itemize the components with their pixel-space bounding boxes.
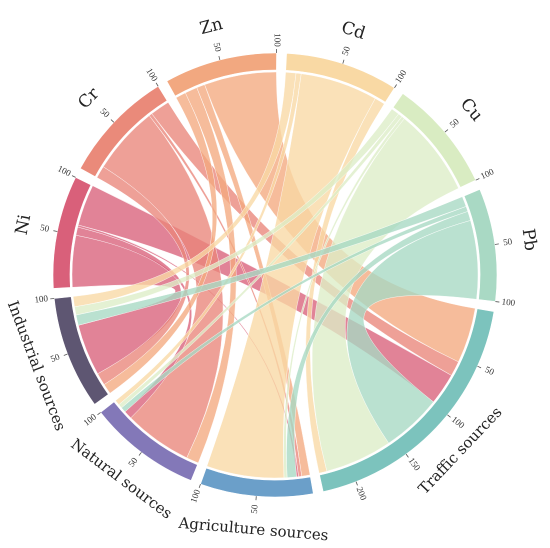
segment-cd bbox=[285, 52, 395, 103]
ribbon-zn-to-natural-sources bbox=[185, 87, 237, 464]
ribbon-layer bbox=[71, 71, 479, 479]
tick-label: 150 bbox=[406, 456, 422, 473]
segment-label-cd: Cd bbox=[339, 18, 368, 44]
tick-label: 100 bbox=[81, 411, 98, 428]
tick-label: 50 bbox=[249, 504, 260, 514]
segment-label-cu: Cu bbox=[456, 94, 487, 125]
segment-label-pb: Pb bbox=[518, 227, 541, 252]
ribbon-zn-to-industrial-sources bbox=[103, 92, 218, 394]
tick-mark bbox=[63, 353, 68, 356]
tick-mark bbox=[110, 119, 115, 123]
tick-label: 50 bbox=[483, 364, 496, 377]
segment-cu bbox=[392, 93, 477, 188]
tick-label: 100 bbox=[393, 68, 409, 85]
tick-mark bbox=[138, 452, 142, 456]
tick-mark bbox=[97, 412, 101, 416]
tick-label: 100 bbox=[501, 296, 516, 308]
tick-label: 100 bbox=[450, 414, 467, 431]
tick-label: 50 bbox=[126, 455, 140, 469]
tick-mark bbox=[53, 230, 58, 232]
segment-traffic-sources bbox=[319, 308, 495, 493]
tick-mark bbox=[355, 481, 358, 486]
segment-label-cr: Cr bbox=[74, 83, 104, 113]
ribbon-pb-to-traffic-sources bbox=[346, 220, 479, 444]
tick-label: 50 bbox=[448, 116, 462, 130]
tick-mark bbox=[394, 84, 397, 89]
tick-label: 50 bbox=[39, 222, 50, 234]
tick-mark bbox=[447, 414, 451, 418]
segment-zn bbox=[166, 52, 277, 97]
tick-label: 100 bbox=[144, 66, 160, 83]
segment-label-agriculture-sources: Agriculture sources bbox=[177, 514, 329, 545]
tick-label: 50 bbox=[340, 45, 352, 57]
tick-label: 100 bbox=[188, 488, 202, 505]
tick-label: 100 bbox=[273, 33, 283, 47]
segment-industrial-sources bbox=[53, 296, 109, 405]
segment-natural-sources bbox=[100, 401, 198, 481]
tick-label: 50 bbox=[502, 236, 513, 247]
tick-mark bbox=[198, 483, 201, 489]
segment-cr bbox=[79, 85, 168, 178]
tick-mark bbox=[444, 129, 449, 133]
tick-mark bbox=[405, 453, 409, 458]
tick-label: 100 bbox=[56, 163, 73, 178]
tick-label: 50 bbox=[212, 42, 224, 54]
segment-ni bbox=[52, 176, 92, 289]
ribbon-pb-to-industrial-sources bbox=[75, 196, 467, 326]
tick-mark bbox=[477, 365, 482, 369]
tick-mark bbox=[218, 55, 221, 61]
tick-mark bbox=[155, 82, 159, 87]
segment-label-ni: Ni bbox=[12, 212, 36, 236]
segment-label-zn: Zn bbox=[198, 14, 225, 39]
tick-label: 50 bbox=[98, 106, 112, 120]
tick-label: 50 bbox=[49, 351, 61, 364]
tick-label: 100 bbox=[34, 293, 49, 304]
tick-mark bbox=[475, 178, 480, 181]
tick-mark bbox=[342, 59, 345, 64]
tick-mark bbox=[494, 243, 499, 245]
segment-pb bbox=[463, 188, 498, 302]
ribbon-pb-to-natural-sources bbox=[121, 206, 469, 413]
segment-agriculture-sources bbox=[200, 467, 314, 498]
tick-label: 100 bbox=[479, 166, 496, 181]
tick-mark bbox=[71, 175, 76, 178]
tick-label: 200 bbox=[355, 485, 369, 502]
